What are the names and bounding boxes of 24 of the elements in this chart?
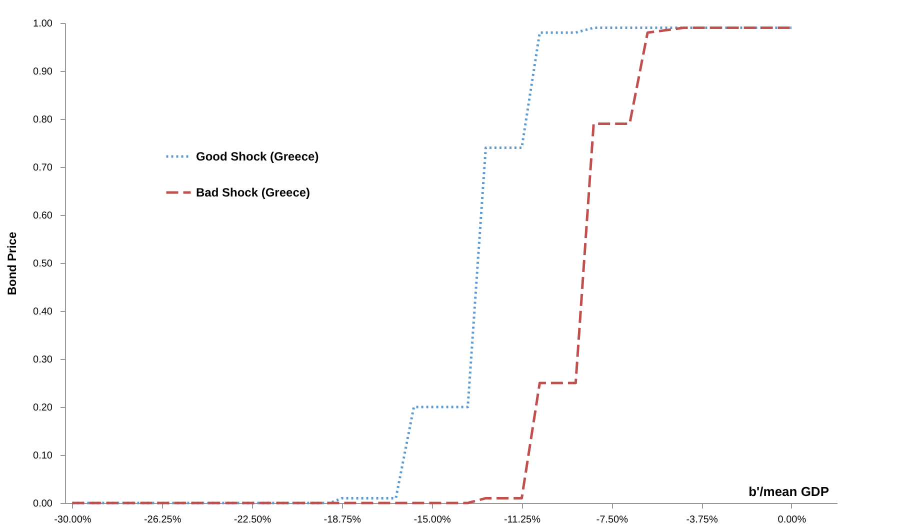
- y-tick-label: 0.10: [33, 450, 53, 462]
- x-tick-label: -18.75%: [324, 514, 362, 526]
- y-tick-label: 0.20: [33, 402, 53, 414]
- x-tick-label: -11.25%: [504, 514, 541, 526]
- legend-label: Good Shock (Greece): [196, 150, 319, 164]
- y-tick-label: 0.40: [33, 306, 53, 318]
- x-axis-title: b'/mean GDP: [748, 484, 830, 499]
- x-tick-label: -22.50%: [234, 514, 272, 526]
- x-tick-label: -15.00%: [414, 514, 452, 526]
- y-tick-label: 0.50: [33, 258, 53, 270]
- x-tick-label: -30.00%: [54, 514, 92, 526]
- y-axis-title: Bond Price: [5, 232, 20, 296]
- y-tick-label: 0.90: [33, 66, 53, 78]
- y-tick-label: 0.70: [33, 162, 53, 174]
- y-tick-label: 0.30: [33, 354, 53, 366]
- x-tick-label: -7.50%: [596, 514, 628, 526]
- y-tick-label: 1.00: [33, 18, 53, 30]
- y-tick-label: 0.00: [33, 498, 53, 510]
- y-tick-label: 0.80: [33, 114, 53, 126]
- x-tick-label: 0.00%: [778, 514, 806, 526]
- x-tick-label: -26.25%: [144, 514, 182, 526]
- legend-label: Bad Shock (Greece): [196, 186, 310, 200]
- x-tick-label: -3.75%: [686, 514, 718, 526]
- y-tick-label: 0.60: [33, 210, 53, 222]
